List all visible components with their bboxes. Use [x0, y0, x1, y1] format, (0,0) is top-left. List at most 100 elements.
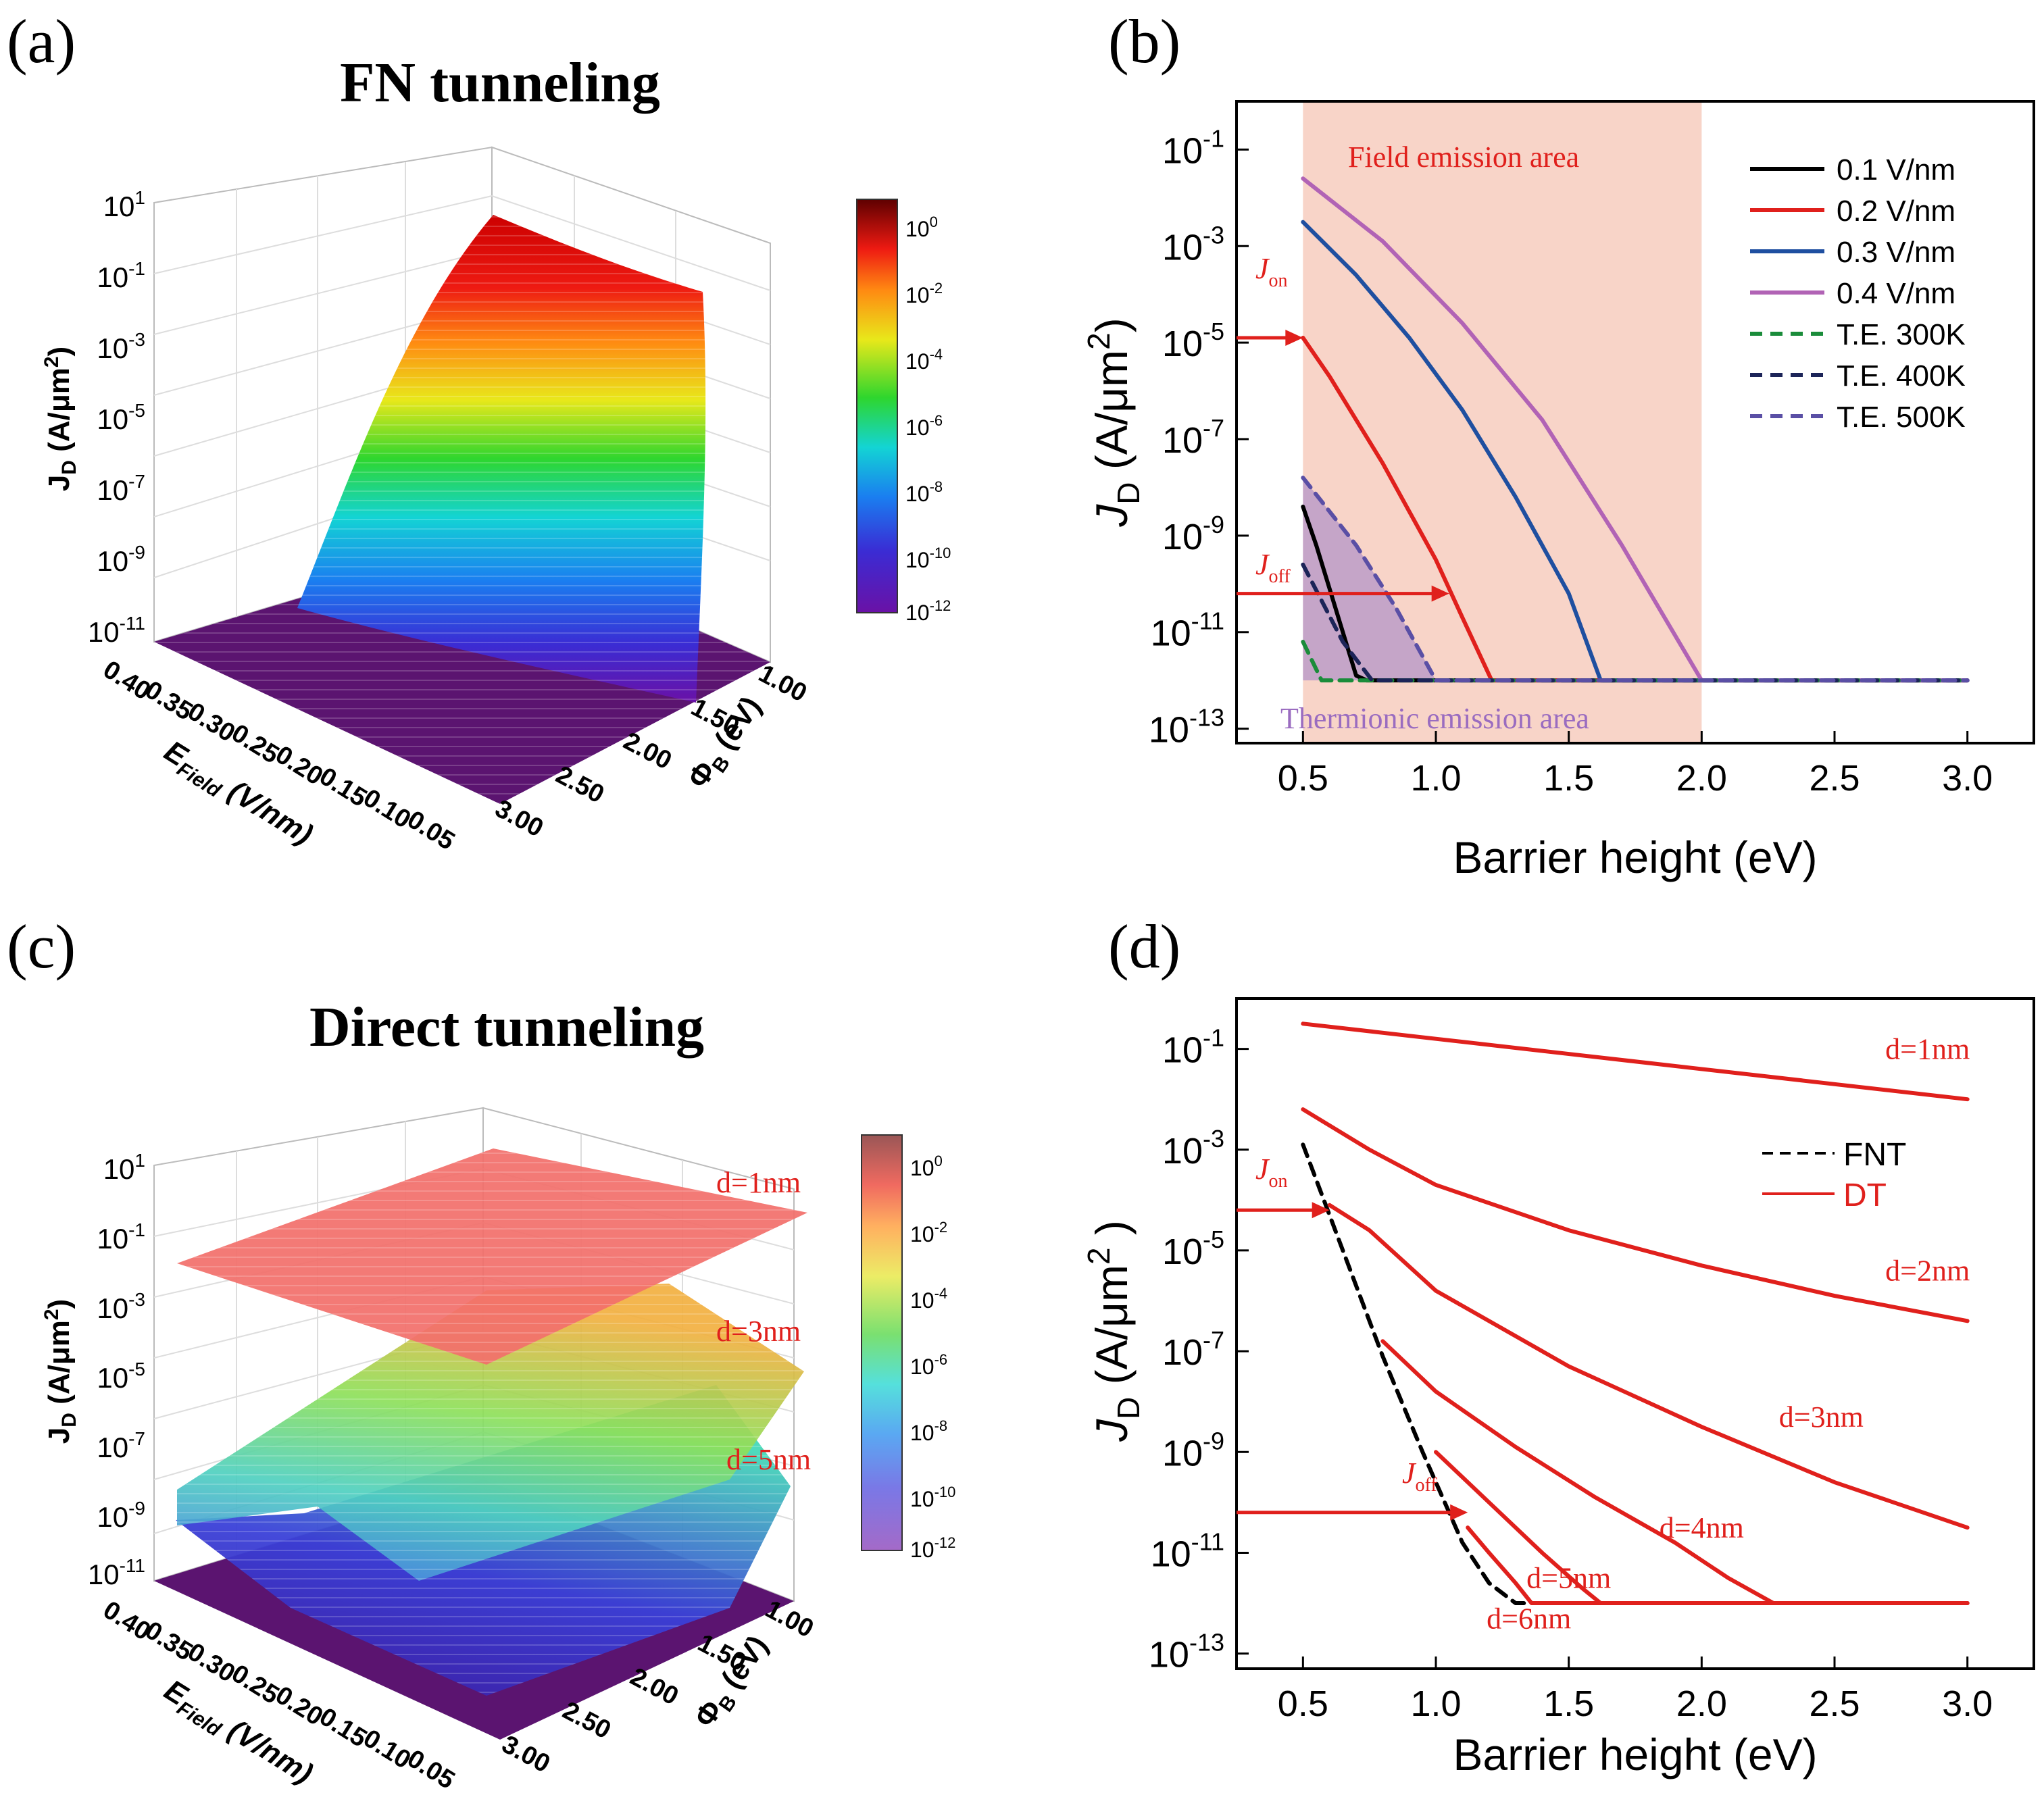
ytick-label: 10-3 [1162, 221, 1224, 268]
cbar-a-tick-6: 10-12 [905, 597, 951, 625]
ytick-label: 10-1 [1162, 1024, 1224, 1071]
ylabel-b: JD (A/μm2) [1081, 318, 1146, 528]
cbar-c-tick-2: 10-4 [910, 1285, 947, 1313]
jon-arrow [1237, 1202, 1330, 1219]
legend-label: T.E. 500K [1837, 401, 1966, 434]
ytick-c-4: 3.00 [497, 1730, 555, 1779]
series-d-3nm [1327, 1203, 1970, 1530]
series-0-3-v-nm [1301, 220, 1970, 683]
ztick-a-4: 10-7 [97, 471, 145, 506]
surface-label-d1: d=1nm [716, 1166, 801, 1199]
ztick-a-5: 10-9 [97, 542, 145, 577]
jon-label-b: Jon [1255, 252, 1288, 291]
fn-surface-lines [297, 215, 706, 703]
ytick-label: 10-13 [1149, 704, 1224, 751]
ytick-label: 10-5 [1162, 1225, 1224, 1272]
xtick-label: 3.0 [1942, 1684, 1993, 1724]
legend-label: DT [1843, 1178, 1887, 1213]
curve-label: d=1nm [1885, 1033, 1970, 1066]
surface-d3-grid [177, 1284, 804, 1581]
ytick-label: 10-9 [1162, 511, 1224, 557]
series-d-6nm [1466, 1525, 1970, 1606]
ytick-label: 10-5 [1162, 318, 1224, 364]
ytick-label: 10-13 [1149, 1629, 1224, 1675]
cbar-a-tick-0: 100 [905, 213, 938, 241]
curve-label: d=2nm [1885, 1255, 1970, 1288]
legend-label: 0.3 V/nm [1837, 236, 1955, 269]
xlabel-d: Barrier height (eV) [1453, 1729, 1817, 1779]
panel-label-b: (b) [1108, 7, 1180, 76]
curve-label: d=5nm [1526, 1562, 1611, 1595]
ztick-c-5: 10-9 [97, 1498, 145, 1533]
panel-d-plot: 0.5 1.0 1.5 2.0 2.5 3.0 10-1 10-3 10-5 10-7 10-9 1… [1081, 997, 2035, 1779]
series-d-4nm [1380, 1339, 1970, 1606]
xtick-label: 2.5 [1809, 1684, 1860, 1724]
panel-label-a: (a) [7, 7, 76, 76]
ytick-label: 10-1 [1162, 124, 1224, 171]
ytick-label: 10-7 [1162, 414, 1224, 461]
series-t-e-500k [1301, 476, 1970, 683]
plot-frame-d [1235, 997, 2035, 1670]
ztick-c-1: 10-1 [97, 1219, 145, 1255]
panel-label-d: (d) [1108, 912, 1180, 981]
series-0-2-v-nm [1301, 336, 1970, 683]
series-d-2nm [1301, 1107, 1970, 1323]
ytick-label: 10-11 [1151, 1527, 1224, 1574]
ztick-a-2: 10-3 [97, 329, 145, 364]
field-emission-label: Field emission area [1348, 141, 1579, 174]
colorbar-c [861, 1134, 903, 1551]
ztick-a-3: 10-5 [97, 400, 145, 435]
xtick-label: 1.5 [1543, 758, 1594, 799]
ztick-c-4: 10-7 [97, 1428, 145, 1463]
ylabel-d: JD (A/μm2 ) [1081, 1220, 1146, 1442]
xtick-label: 3.0 [1942, 758, 1993, 799]
legend-label: T.E. 300K [1837, 318, 1966, 351]
joff-label-b: Joff [1255, 548, 1291, 587]
ztick-a-6: 10-11 [88, 613, 145, 648]
cbar-c-tick-1: 10-2 [910, 1219, 947, 1246]
panel-b-plot: 0.5 1.0 1.5 2.0 2.5 3.0 10-1 10-3 10-5 10-7 10-9 1… [1081, 100, 2035, 882]
xtick-label: 1.5 [1543, 1684, 1594, 1724]
curve-label: d=6nm [1487, 1602, 1571, 1635]
cbar-c-tick-3: 10-6 [910, 1351, 947, 1379]
xtick-label: 2.5 [1809, 758, 1860, 799]
cbar-c-tick-5: 10-10 [910, 1484, 955, 1511]
ytick-label: 10-11 [1151, 607, 1224, 654]
ztick-c-6: 10-11 [88, 1555, 145, 1590]
zlabel-a: JD (A/μm2) [41, 347, 80, 491]
cbar-a-tick-4: 10-8 [905, 478, 943, 506]
legend-label: T.E. 400K [1837, 359, 1966, 393]
cbar-c-tick-0: 100 [910, 1153, 943, 1180]
cbar-a-tick-2: 10-4 [905, 346, 943, 374]
ztick-c-2: 10-3 [97, 1289, 145, 1324]
xtick-label: 2.0 [1676, 1684, 1727, 1724]
xtick-label: 0.5 [1278, 1684, 1328, 1724]
cbar-a-tick-3: 10-6 [905, 412, 943, 440]
curve-label: d=4nm [1660, 1511, 1744, 1544]
curve-label: d=3nm [1779, 1400, 1864, 1434]
z-axis-c: 101 10-1 10-3 10-5 10-7 10-9 10-11 JD (A… [41, 1150, 145, 1590]
series-d-1nm [1301, 1021, 1970, 1102]
legend-label: 0.1 V/nm [1837, 153, 1955, 186]
colorbar-a [856, 199, 898, 613]
plot-frame-b [1235, 100, 2035, 744]
ztick-a-0: 101 [103, 187, 145, 222]
colorbar-a-ticks: 100 10-2 10-4 10-6 10-8 10-10 10-12 [905, 213, 951, 625]
ytick-label: 10-3 [1162, 1125, 1224, 1171]
surface-label-d3: d=3nm [716, 1315, 801, 1348]
xtick-label: 1.0 [1410, 758, 1461, 799]
legend-label: FNT [1843, 1137, 1906, 1173]
legend-label: 0.4 V/nm [1837, 277, 1955, 310]
ztick-a-1: 10-1 [97, 258, 145, 293]
xtick-label: 1.0 [1410, 1684, 1461, 1724]
surface-d1-grid [177, 1148, 807, 1365]
joff-label-d: Joff [1402, 1457, 1437, 1496]
ztick-c-3: 10-5 [97, 1359, 145, 1394]
joff-arrow [1237, 585, 1449, 602]
legend-d: FNT DT [1762, 1137, 1906, 1213]
ytick-label: 10-9 [1162, 1427, 1224, 1473]
series-fnt [1301, 1142, 1970, 1606]
cbar-c-tick-4: 10-8 [910, 1417, 947, 1445]
colorbar-c-ticks: 100 10-2 10-4 10-6 10-8 10-10 10-12 [910, 1153, 955, 1562]
